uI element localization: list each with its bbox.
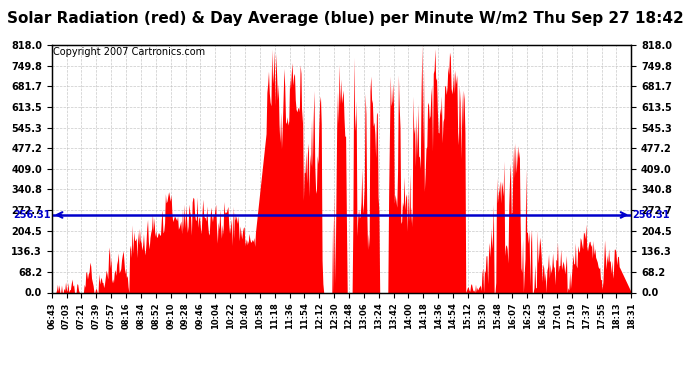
Text: Copyright 2007 Cartronics.com: Copyright 2007 Cartronics.com bbox=[53, 48, 205, 57]
Text: Solar Radiation (red) & Day Average (blue) per Minute W/m2 Thu Sep 27 18:42: Solar Radiation (red) & Day Average (blu… bbox=[7, 11, 683, 26]
Text: 256.31: 256.31 bbox=[632, 210, 669, 220]
Text: 256.31: 256.31 bbox=[14, 210, 51, 220]
